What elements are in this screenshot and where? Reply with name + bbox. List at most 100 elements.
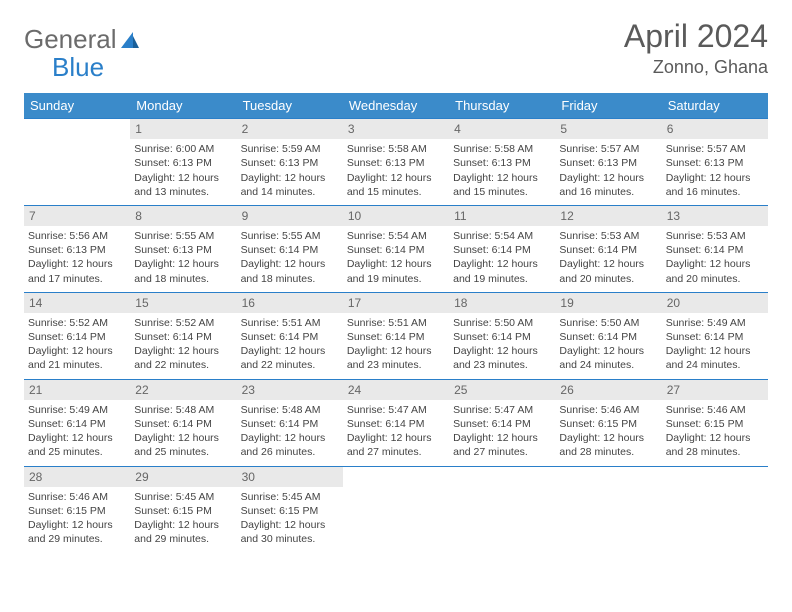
day-cell: 16Sunrise: 5:51 AMSunset: 6:14 PMDayligh…	[237, 292, 343, 379]
day-number: 9	[237, 206, 343, 226]
day-cell: 17 Sunrise: 5:51 AMSunset: 6:14 PMDayligh…	[343, 292, 449, 379]
day-cell: 22Sunrise: 5:48 AMSunset: 6:14 PMDayligh…	[130, 379, 236, 466]
sunset-text: Sunset: 6:15 PM	[28, 504, 126, 518]
daylight-text: and 19 minutes.	[453, 272, 551, 286]
daylight-text: and 16 minutes.	[559, 185, 657, 199]
day-cell: 9Sunrise: 5:55 AMSunset: 6:14 PMDaylight…	[237, 205, 343, 292]
daylight-text: and 30 minutes.	[241, 532, 339, 546]
sunrise-text: Sunrise: 5:45 AM	[134, 490, 232, 504]
day-cell: 14Sunrise: 5:52 AMSunset: 6:14 PMDayligh…	[24, 292, 130, 379]
sunrise-text: Sunrise: 5:57 AM	[559, 142, 657, 156]
day-number: 22	[130, 380, 236, 400]
sunset-text: Sunset: 6:15 PM	[666, 417, 764, 431]
daylight-text: and 22 minutes.	[241, 358, 339, 372]
location-label: Zonno, Ghana	[624, 57, 768, 78]
day-cell: 27Sunrise: 5:46 AMSunset: 6:15 PMDayligh…	[662, 379, 768, 466]
day-header: Saturday	[662, 93, 768, 119]
daylight-text: Daylight: 12 hours	[666, 344, 764, 358]
sunset-text: Sunset: 6:13 PM	[453, 156, 551, 170]
daylight-text: and 18 minutes.	[241, 272, 339, 286]
daylight-text: Daylight: 12 hours	[134, 171, 232, 185]
day-cell: 28Sunrise: 5:46 AMSunset: 6:15 PMDayligh…	[24, 466, 130, 552]
day-cell: 29Sunrise: 5:45 AMSunset: 6:15 PMDayligh…	[130, 466, 236, 552]
day-cell: 3Sunrise: 5:58 AMSunset: 6:13 PMDaylight…	[343, 119, 449, 206]
daylight-text: Daylight: 12 hours	[134, 344, 232, 358]
daylight-text: Daylight: 12 hours	[559, 171, 657, 185]
day-cell: 11Sunrise: 5:54 AMSunset: 6:14 PMDayligh…	[449, 205, 555, 292]
daylight-text: Daylight: 12 hours	[241, 257, 339, 271]
daylight-text: and 24 minutes.	[559, 358, 657, 372]
sunrise-text: Sunrise: 6:00 AM	[134, 142, 232, 156]
daylight-text: and 29 minutes.	[134, 532, 232, 546]
daylight-text: Daylight: 12 hours	[28, 344, 126, 358]
daylight-text: Daylight: 12 hours	[347, 344, 445, 358]
sunrise-text: Sunrise: 5:46 AM	[28, 490, 126, 504]
day-header: Monday	[130, 93, 236, 119]
day-cell: 7Sunrise: 5:56 AMSunset: 6:13 PMDaylight…	[24, 205, 130, 292]
day-header: Sunday	[24, 93, 130, 119]
daylight-text: Daylight: 12 hours	[559, 257, 657, 271]
logo-word1: General	[24, 24, 117, 55]
day-number: 26	[555, 380, 661, 400]
sunrise-text: Sunrise: 5:58 AM	[453, 142, 551, 156]
sunrise-text: Sunrise: 5:47 AM	[347, 403, 445, 417]
daylight-text: Daylight: 12 hours	[241, 171, 339, 185]
daylight-text: and 26 minutes.	[241, 445, 339, 459]
day-cell: 12Sunrise: 5:53 AMSunset: 6:14 PMDayligh…	[555, 205, 661, 292]
sunrise-text: Sunrise: 5:45 AM	[241, 490, 339, 504]
logo-word2: Blue	[52, 52, 104, 82]
day-cell	[343, 466, 449, 552]
sunset-text: Sunset: 6:14 PM	[347, 330, 445, 344]
day-number: 25	[449, 380, 555, 400]
sunrise-text: Sunrise: 5:55 AM	[241, 229, 339, 243]
sunset-text: Sunset: 6:13 PM	[134, 156, 232, 170]
logo-sail-icon	[119, 30, 141, 50]
day-number: 28	[24, 467, 130, 487]
daylight-text: and 23 minutes.	[453, 358, 551, 372]
calendar-body: 1Sunrise: 6:00 AMSunset: 6:13 PMDaylight…	[24, 119, 768, 553]
sunset-text: Sunset: 6:14 PM	[453, 330, 551, 344]
sunrise-text: Sunrise: 5:48 AM	[134, 403, 232, 417]
day-number: 14	[24, 293, 130, 313]
day-cell: 24Sunrise: 5:47 AMSunset: 6:14 PMDayligh…	[343, 379, 449, 466]
sunset-text: Sunset: 6:14 PM	[559, 243, 657, 257]
sunrise-text: Sunrise: 5:54 AM	[347, 229, 445, 243]
day-number: 12	[555, 206, 661, 226]
daylight-text: Daylight: 12 hours	[666, 431, 764, 445]
sunset-text: Sunset: 6:14 PM	[453, 417, 551, 431]
day-cell: 18Sunrise: 5:50 AMSunset: 6:14 PMDayligh…	[449, 292, 555, 379]
sunrise-text: Sunrise: 5:55 AM	[134, 229, 232, 243]
daylight-text: and 23 minutes.	[347, 358, 445, 372]
day-number: 6	[662, 119, 768, 139]
sunset-text: Sunset: 6:14 PM	[28, 330, 126, 344]
day-number: 24	[343, 380, 449, 400]
daylight-text: and 27 minutes.	[347, 445, 445, 459]
day-cell: 20Sunrise: 5:49 AMSunset: 6:14 PMDayligh…	[662, 292, 768, 379]
day-cell: 30Sunrise: 5:45 AMSunset: 6:15 PMDayligh…	[237, 466, 343, 552]
sunrise-text: Sunrise: 5:51 AM	[347, 316, 445, 330]
week-row: 1Sunrise: 6:00 AMSunset: 6:13 PMDaylight…	[24, 119, 768, 206]
day-cell: 13Sunrise: 5:53 AMSunset: 6:14 PMDayligh…	[662, 205, 768, 292]
day-header: Friday	[555, 93, 661, 119]
daylight-text: and 20 minutes.	[666, 272, 764, 286]
month-title: April 2024	[624, 18, 768, 55]
daylight-text: Daylight: 12 hours	[559, 344, 657, 358]
day-header-row: Sunday Monday Tuesday Wednesday Thursday…	[24, 93, 768, 119]
daylight-text: Daylight: 12 hours	[453, 344, 551, 358]
daylight-text: and 22 minutes.	[134, 358, 232, 372]
day-number: 17	[343, 293, 449, 313]
day-cell	[449, 466, 555, 552]
daylight-text: and 14 minutes.	[241, 185, 339, 199]
sunrise-text: Sunrise: 5:46 AM	[559, 403, 657, 417]
daylight-text: and 21 minutes.	[28, 358, 126, 372]
day-cell: 1Sunrise: 6:00 AMSunset: 6:13 PMDaylight…	[130, 119, 236, 206]
daylight-text: Daylight: 12 hours	[666, 171, 764, 185]
daylight-text: Daylight: 12 hours	[347, 257, 445, 271]
sunrise-text: Sunrise: 5:48 AM	[241, 403, 339, 417]
sunrise-text: Sunrise: 5:49 AM	[28, 403, 126, 417]
sunrise-text: Sunrise: 5:52 AM	[134, 316, 232, 330]
day-cell	[662, 466, 768, 552]
day-cell: 21Sunrise: 5:49 AMSunset: 6:14 PMDayligh…	[24, 379, 130, 466]
sunrise-text: Sunrise: 5:56 AM	[28, 229, 126, 243]
sunset-text: Sunset: 6:13 PM	[347, 156, 445, 170]
